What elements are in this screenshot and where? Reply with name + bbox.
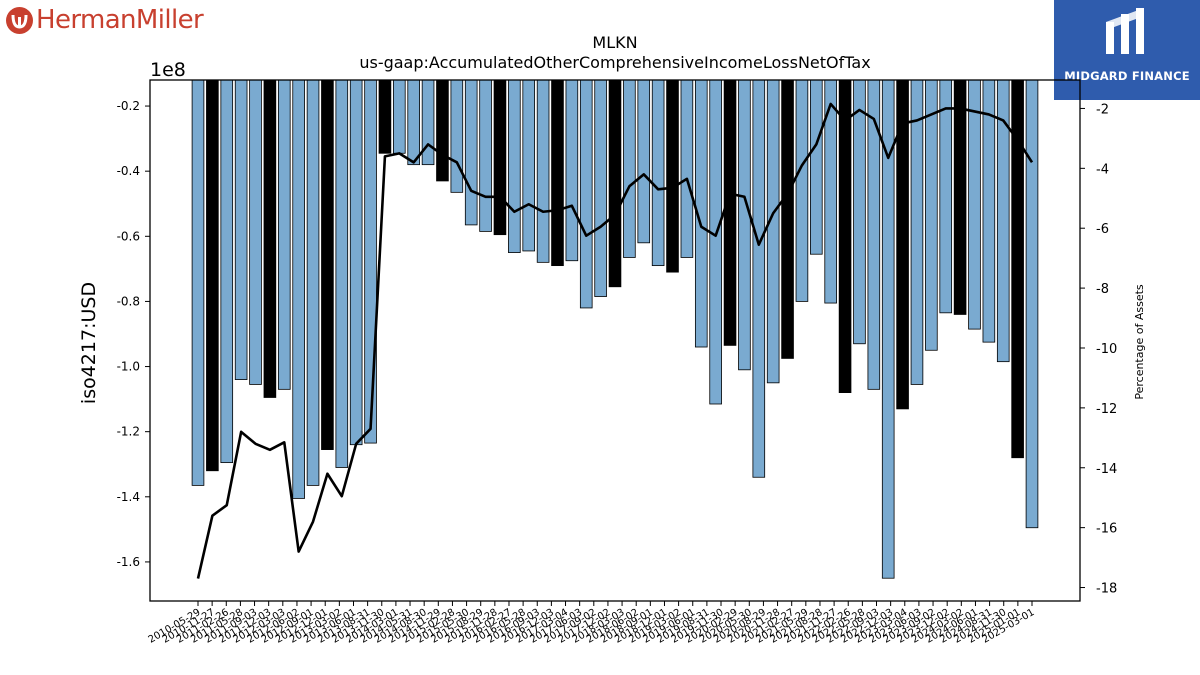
percentage-line [196,102,1034,579]
x-axis: 2010-05-292010-11-272011-02-262011-05-28… [147,601,1037,646]
bar [1011,79,1024,459]
y-tick-label: -0.8 [117,294,140,308]
bar [536,79,550,263]
bar [191,79,205,486]
bar [421,79,435,166]
bar [968,79,981,330]
bar [378,79,392,154]
bar [680,79,694,258]
bar [464,79,478,226]
y-scale-label: 1e8 [150,59,186,81]
bar [939,79,953,314]
bar [637,79,651,244]
bar [407,79,420,166]
y-tick-label: -0.2 [117,99,140,113]
y2-tick-label: -2 [1096,102,1109,117]
bar [292,79,305,499]
y-axis-left: -0.2 -0.4 -0.6 -0.8 -1.0 -1.2 -1.4 -1.6 [117,99,150,569]
y2-tick-label: -10 [1096,342,1117,357]
bar [723,79,737,346]
bar [335,79,349,468]
bar [220,79,234,464]
bar [709,79,722,405]
bar [364,79,377,444]
midgard-finance-logo-text: MIDGARD FINANCE [1064,69,1190,83]
hermanmiller-logo-icon [6,6,33,34]
bar [579,79,593,309]
bar [306,79,320,486]
bar [450,79,464,193]
bar [493,79,507,236]
midgard-finance-logo: MIDGARD FINANCE [1054,0,1200,100]
bar [508,79,521,253]
bar [234,79,248,380]
y-axis-label: iso4217:USD [78,282,100,404]
y2-tick-label: -14 [1096,462,1117,477]
y-tick-label: -0.6 [117,229,140,243]
bar [1025,79,1039,529]
y2-tick-label: -18 [1096,582,1117,597]
y2-tick-label: -4 [1096,162,1109,177]
y-tick-label: -1.2 [117,425,140,439]
bar [277,79,291,390]
chart-title: MLKN [592,33,637,52]
bar [953,79,967,315]
bar [853,79,866,345]
bar [838,79,852,394]
bar [349,79,363,446]
bar [795,79,809,302]
bar [551,79,564,267]
y-tick-label: -1.0 [117,360,140,374]
bar [738,79,751,371]
chart-subtitle: us-gaap:AccumulatedOtherComprehensiveInc… [359,53,870,72]
y2-tick-label: -16 [1096,522,1117,537]
bar [666,79,679,273]
y-tick-label: -0.4 [117,164,140,178]
bar [910,79,924,385]
bar [249,79,262,385]
y2-tick-label: -8 [1096,282,1109,297]
percentage-line-series [196,102,1034,579]
bar [925,79,938,351]
bar [436,79,449,182]
bar [263,79,277,398]
bar [781,79,794,359]
y-tick-label: -1.6 [117,555,140,569]
bar-series [191,79,1039,579]
bar [982,79,996,343]
bar [608,79,622,288]
plot-frame [149,79,1081,602]
bar [651,79,665,267]
midgard-finance-logo-icon [1106,8,1144,54]
bar [393,79,406,154]
bar [766,79,780,384]
bar [623,79,636,258]
y2-tick-label: -12 [1096,402,1117,417]
bar [321,79,334,450]
y2-axis-label: Percentage of Assets [1133,284,1146,400]
bar [565,79,579,262]
hermanmiller-logo: HermanMiller [6,4,204,36]
y2-tick-label: -6 [1096,222,1109,237]
y-tick-label: -1.4 [117,490,140,504]
bar [896,79,909,410]
hermanmiller-logo-text: HermanMiller [36,5,204,35]
y-axis-right: -2 -4 -6 -8 -10 -12 -14 -16 -18 [1080,102,1117,597]
bar [810,79,823,255]
bar [206,79,219,472]
bar [752,79,766,478]
bar [594,79,607,297]
bar [479,79,492,232]
bar [522,79,536,252]
